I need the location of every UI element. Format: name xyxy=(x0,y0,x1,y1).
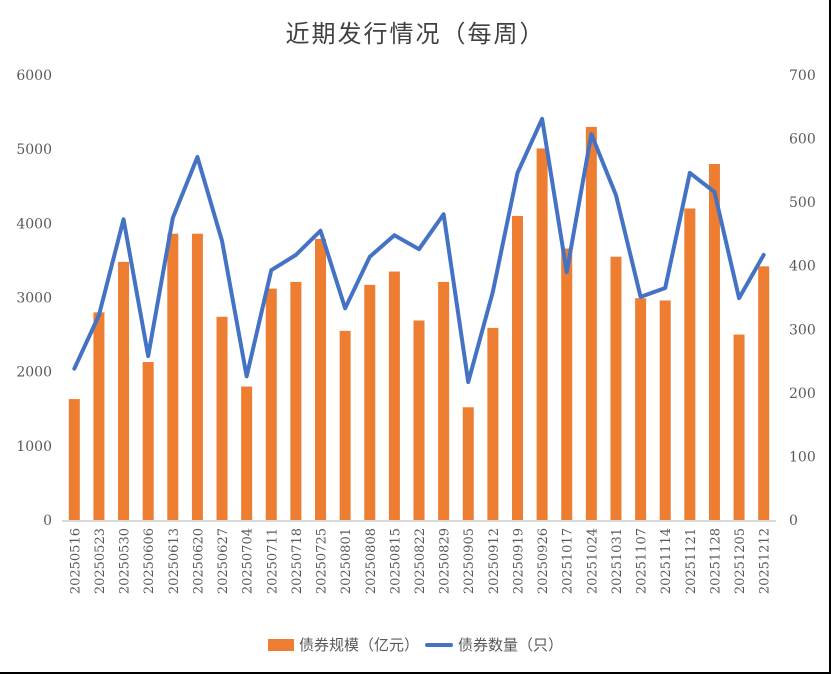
bar xyxy=(142,362,154,520)
x-axis-tick: 20250606 xyxy=(142,528,157,594)
line-swatch-icon xyxy=(425,642,453,647)
legend-item-bar[interactable]: 债券规模（亿元） xyxy=(267,634,419,655)
right-axis-tick: 500 xyxy=(789,195,816,211)
bar xyxy=(585,126,597,521)
bar xyxy=(684,208,696,520)
right-axis-tick: 300 xyxy=(789,322,816,338)
left-axis-tick: 3000 xyxy=(16,291,52,307)
left-y-axis: 0 1000 2000 3000 4000 5000 6000 xyxy=(16,68,52,529)
bar xyxy=(167,233,179,520)
left-axis-tick: 1000 xyxy=(16,439,52,455)
x-axis-tick: 20251128 xyxy=(708,528,723,594)
right-y-axis: 0 100 200 300 400 500 600 700 xyxy=(789,68,816,529)
x-axis-tick: 20250530 xyxy=(118,528,133,594)
right-axis-tick: 700 xyxy=(789,68,816,84)
x-axis-tick: 20250808 xyxy=(364,528,379,594)
left-axis-tick: 5000 xyxy=(16,142,52,158)
bar xyxy=(561,248,573,521)
x-axis-tick: 20250711 xyxy=(265,528,280,594)
bar xyxy=(511,215,523,520)
right-axis-tick: 200 xyxy=(789,386,816,402)
bar-series xyxy=(68,126,770,521)
left-axis-tick: 2000 xyxy=(16,365,52,381)
bar xyxy=(93,312,105,520)
bar xyxy=(241,386,253,520)
line-series xyxy=(72,116,766,385)
right-axis-tick: 600 xyxy=(789,132,816,148)
x-axis-tick: 20250523 xyxy=(93,528,108,594)
bar xyxy=(265,288,277,520)
bar xyxy=(438,281,450,520)
x-axis-tick: 20250926 xyxy=(536,528,551,594)
x-axis-tick: 20251114 xyxy=(659,528,674,594)
bar xyxy=(659,300,671,520)
legend-line-label: 债券数量（只） xyxy=(458,636,564,654)
bar xyxy=(413,320,425,520)
x-axis-tick: 20250620 xyxy=(191,528,206,594)
bar xyxy=(610,256,622,520)
x-axis-tick: 20250822 xyxy=(413,528,428,594)
bar xyxy=(118,261,130,520)
x-axis-tick: 20250627 xyxy=(216,528,231,594)
x-axis-tick: 20250912 xyxy=(487,528,502,594)
x-axis-tick: 20250613 xyxy=(167,528,182,594)
bar xyxy=(315,238,327,521)
x-axis-tick: 20251212 xyxy=(758,528,773,594)
x-axis-tick: 20250801 xyxy=(339,528,354,594)
bar xyxy=(536,148,548,521)
bar-swatch-icon xyxy=(267,638,294,651)
x-axis-tick: 20250919 xyxy=(511,528,526,594)
bar xyxy=(364,284,376,520)
legend: 债券规模（亿元） 债券数量（只） xyxy=(0,634,831,655)
x-axis-tick: 20251107 xyxy=(635,528,650,594)
x-axis-tick: 20250704 xyxy=(241,528,256,594)
right-axis-tick: 0 xyxy=(789,513,798,529)
x-axis-tick: 20250516 xyxy=(68,528,83,594)
bar xyxy=(708,164,720,520)
x-axis-tick: 20251205 xyxy=(733,528,748,594)
x-axis-tick: 20251031 xyxy=(610,528,625,594)
bar xyxy=(216,316,228,520)
legend-bar-label: 债券规模（亿元） xyxy=(298,636,419,654)
bar xyxy=(462,407,474,520)
bar xyxy=(388,271,400,520)
bar xyxy=(758,266,770,520)
bar xyxy=(635,298,647,520)
x-axis-tick: 20250829 xyxy=(438,528,453,594)
left-axis-tick: 4000 xyxy=(16,216,52,232)
right-axis-tick: 100 xyxy=(789,449,816,465)
x-axis-labels: 20250516 20250523 20250530 20250606 20250613… xyxy=(68,528,772,594)
bar xyxy=(487,327,499,520)
left-axis-tick: 0 xyxy=(43,513,52,529)
left-axis-tick: 6000 xyxy=(16,68,52,84)
x-axis-tick: 20251121 xyxy=(684,528,699,594)
chart-title: 近期发行情况（每周） xyxy=(285,20,546,48)
bar xyxy=(68,399,80,520)
bar xyxy=(290,281,302,520)
x-axis-tick: 20251024 xyxy=(585,528,600,594)
right-axis-tick: 400 xyxy=(789,259,816,275)
bar xyxy=(191,233,203,520)
x-axis-tick: 20250905 xyxy=(462,528,477,594)
bar xyxy=(733,334,745,520)
bar xyxy=(339,330,351,520)
x-axis-tick: 20250815 xyxy=(388,528,403,594)
x-axis-tick: 20250718 xyxy=(290,528,305,594)
x-axis-tick: 20251017 xyxy=(561,528,576,594)
legend-item-line[interactable]: 债券数量（只） xyxy=(425,634,563,655)
x-axis-tick: 20250725 xyxy=(315,528,330,594)
